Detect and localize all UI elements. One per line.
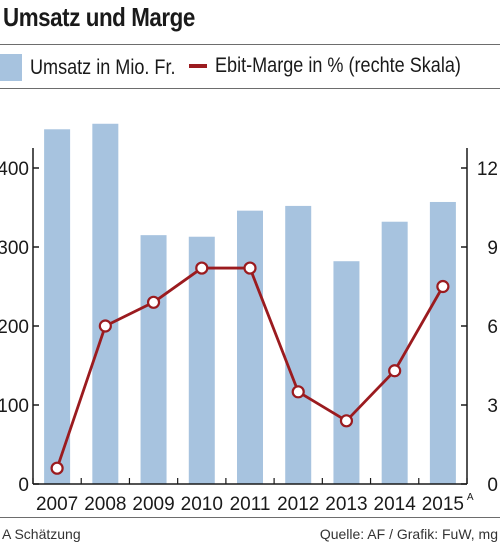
chart-title: Umsatz und Marge [3,2,195,32]
legend-bar-swatch [0,54,22,81]
bar-2010 [188,236,215,484]
title-divider [0,44,500,45]
x-tick-label-2015: 2015 [422,494,464,515]
x-tick-label-2008: 2008 [84,494,126,515]
margin-point-2014 [388,364,402,378]
margin-point-2011 [243,261,257,275]
bar-2007 [44,129,71,485]
left-tick-label-400: 400 [0,159,29,180]
margin-point-2013 [339,414,354,428]
chart-legend: Umsatz in Mio. Fr. Ebit-Marge in % (rech… [0,52,500,86]
legend-item-line: Ebit-Marge in % (rechte Skala) [189,54,500,78]
x-tick-label-2013: 2013 [325,494,367,515]
bar-2009 [140,235,167,484]
margin-point-2007 [50,461,64,475]
left-tick-label-300: 300 [0,238,29,259]
x-tick-label-2010: 2010 [181,494,223,515]
margin-point-2012 [291,385,305,399]
bar-2012 [285,205,312,485]
legend-line-label: Ebit-Marge in % (rechte Skala) [215,54,461,77]
bar-2013 [333,261,360,484]
legend-item-bars: Umsatz in Mio. Fr. [0,54,199,81]
x-tick-label-2007: 2007 [36,494,78,515]
footnote-estimate: A Schätzung [2,526,81,542]
margin-point-2008 [98,319,112,333]
legend-line-swatch [189,64,207,68]
left-tick-label-100: 100 [0,396,29,417]
bar-2015 [429,201,456,484]
margin-point-2010 [195,261,209,275]
bar-2011 [237,210,263,484]
x-tick-label-2009: 2009 [132,494,174,515]
x-tick-label-2012: 2012 [277,494,319,515]
x-tick-footnote-mark: A [467,492,474,503]
source-credit: Quelle: AF / Grafik: FuW, mg [319,526,498,542]
right-tick-label-12: 12 [477,159,498,180]
left-tick-label-0: 0 [18,475,29,496]
footer-divider [0,517,500,518]
right-tick-label-9: 9 [487,238,498,259]
bar-2008 [92,123,119,484]
right-tick-label-0: 0 [487,475,498,496]
legend-bar-label: Umsatz in Mio. Fr. [30,55,176,79]
legend-divider [0,88,500,89]
right-tick-label-6: 6 [487,317,498,338]
right-tick-label-3: 3 [487,396,498,417]
left-tick-label-200: 200 [0,317,29,338]
margin-point-2009 [146,295,161,309]
margin-point-2015 [436,279,450,294]
x-tick-label-2011: 2011 [230,494,271,515]
x-tick-label-2014: 2014 [374,494,417,515]
